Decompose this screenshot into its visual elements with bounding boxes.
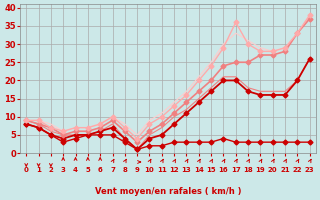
X-axis label: Vent moyen/en rafales ( km/h ): Vent moyen/en rafales ( km/h )	[95, 187, 241, 196]
